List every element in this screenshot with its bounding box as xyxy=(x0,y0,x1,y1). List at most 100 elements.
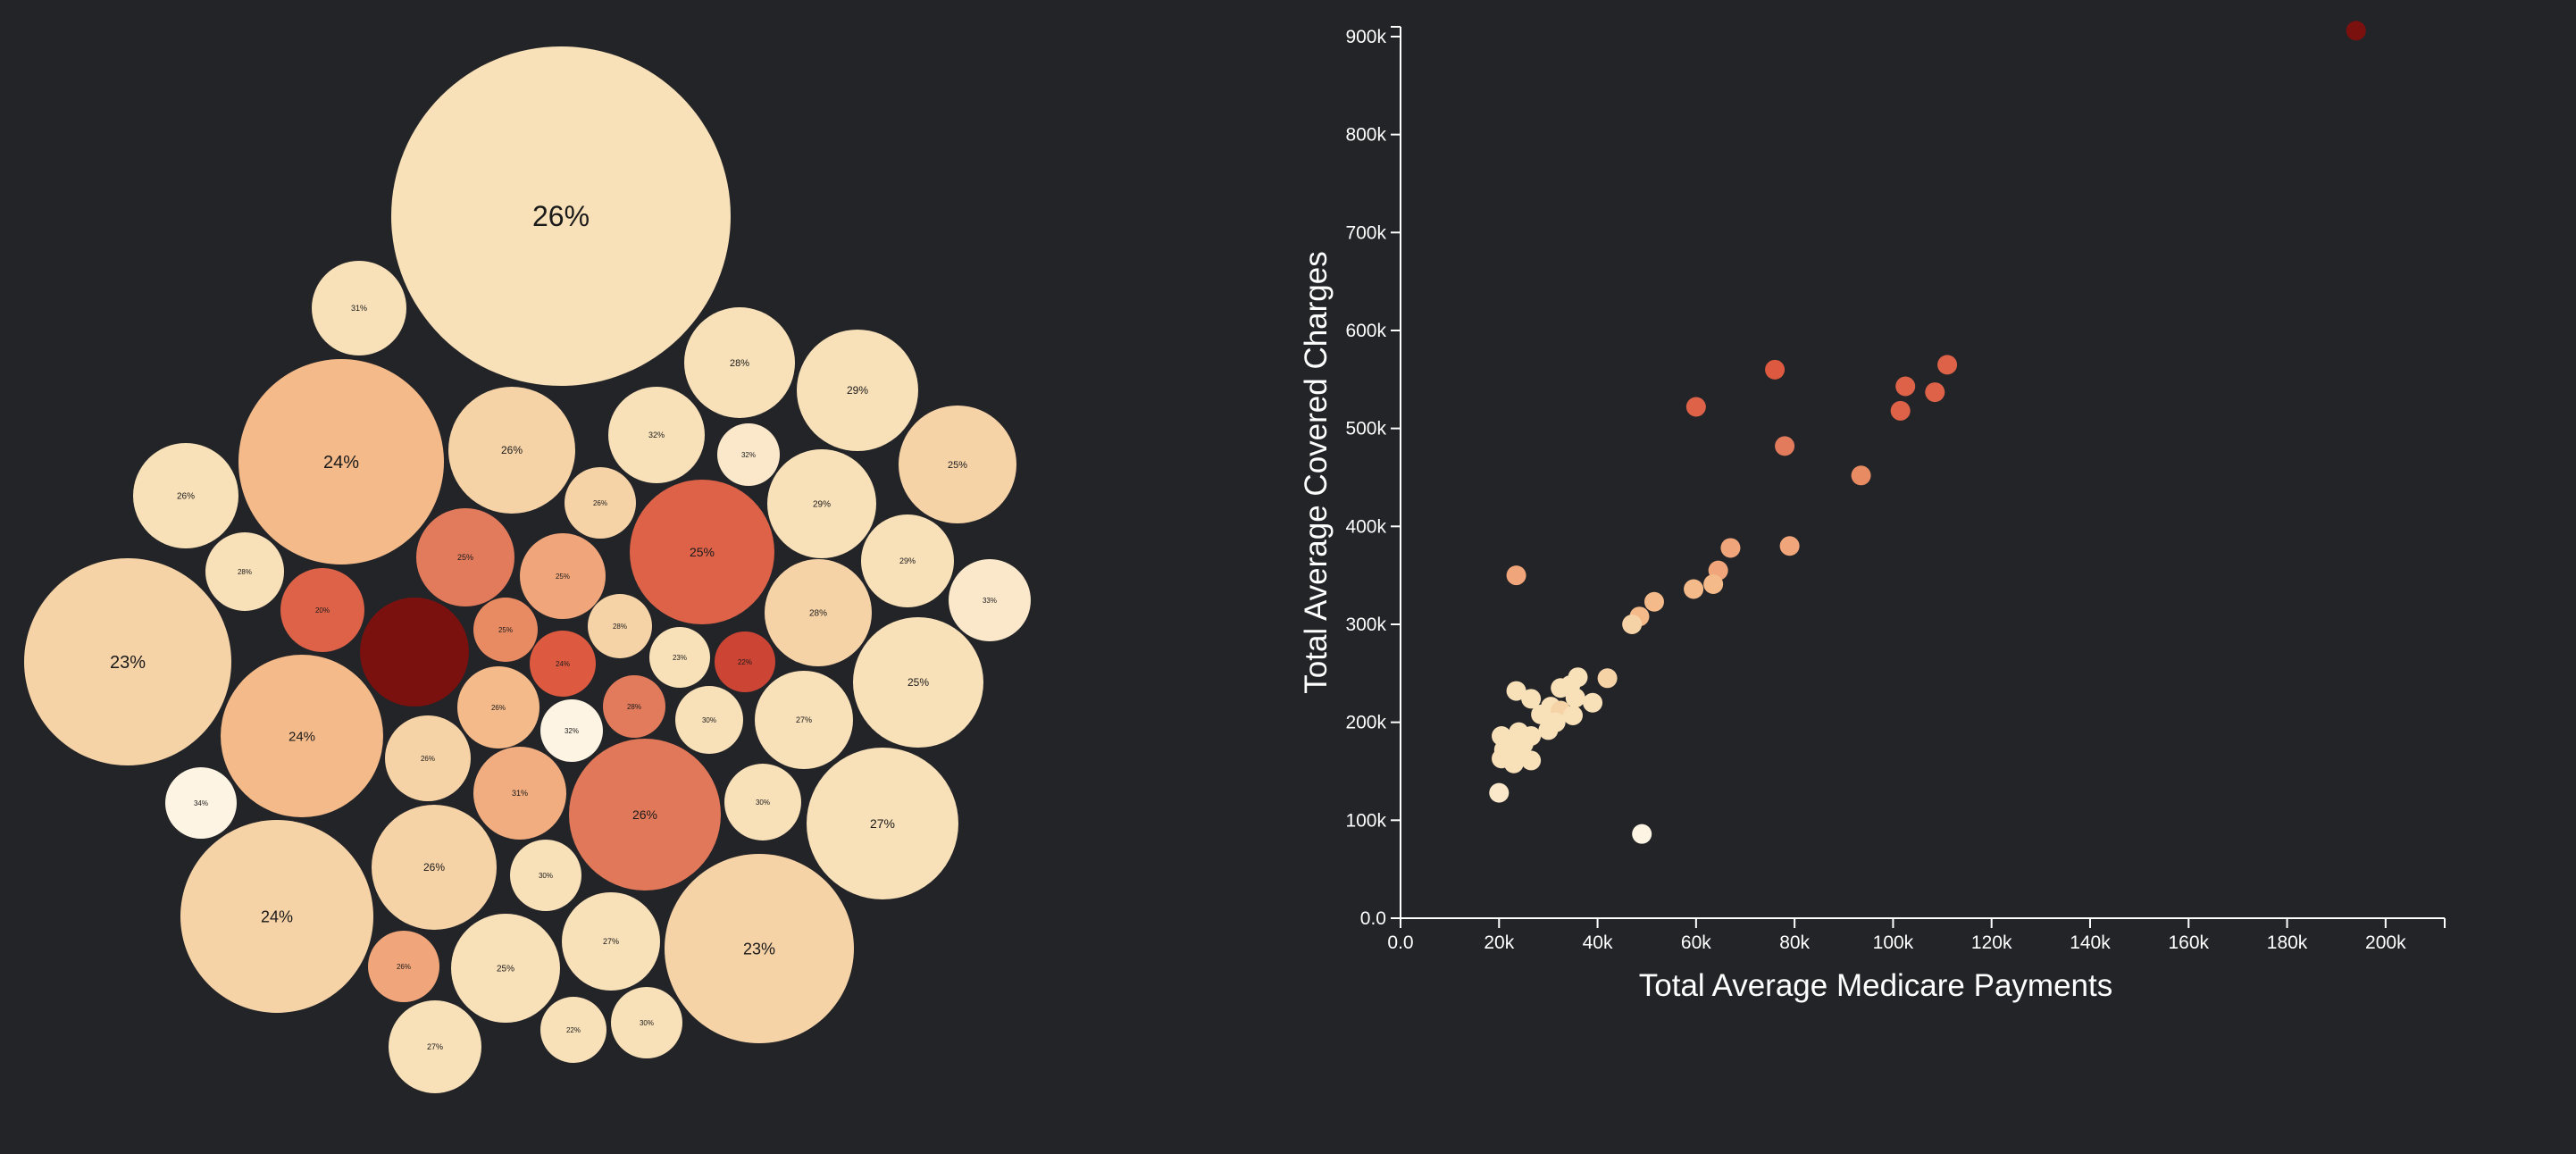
bubble[interactable]: 26% xyxy=(372,805,497,930)
scatter-point[interactable] xyxy=(1765,359,1786,380)
scatter-point[interactable] xyxy=(1506,681,1526,701)
bubble[interactable]: 28% xyxy=(588,594,652,658)
bubble-circle xyxy=(205,532,284,611)
scatter-point[interactable] xyxy=(1779,536,1800,556)
bubble[interactable]: 26% xyxy=(448,387,575,514)
bubble[interactable]: 27% xyxy=(389,1000,481,1093)
bubble[interactable]: 34% xyxy=(165,767,237,839)
scatter-point[interactable] xyxy=(1851,465,1871,486)
bubble[interactable]: 28% xyxy=(765,559,872,666)
bubble[interactable]: 25% xyxy=(473,598,538,662)
bubble[interactable]: 30% xyxy=(724,764,801,840)
scatter-point[interactable] xyxy=(1925,382,1945,403)
y-tick-label: 300k xyxy=(1345,615,1386,635)
bubble[interactable]: 32% xyxy=(540,699,603,762)
bubble-label: 22% xyxy=(738,658,752,666)
bubble[interactable]: 23% xyxy=(665,854,854,1043)
bubble[interactable]: 26% xyxy=(385,715,471,801)
bubble[interactable]: 32% xyxy=(717,423,780,486)
y-tick-label: 600k xyxy=(1345,321,1386,341)
bubble[interactable]: 26% xyxy=(569,739,721,891)
bubble[interactable]: 30% xyxy=(510,840,581,911)
bubble[interactable]: 28% xyxy=(205,532,284,611)
bubble[interactable]: 22% xyxy=(715,631,775,692)
bubble-circle xyxy=(372,805,497,930)
bubble[interactable]: 25% xyxy=(630,480,774,624)
bubble[interactable]: 22% xyxy=(540,997,606,1063)
scatter-point[interactable] xyxy=(1890,400,1911,421)
bubble[interactable]: 29% xyxy=(767,449,876,558)
bubble[interactable]: 28% xyxy=(684,307,795,418)
bubble[interactable]: 27% xyxy=(755,671,853,769)
scatter-point[interactable] xyxy=(1531,704,1551,724)
bubble[interactable]: 24% xyxy=(221,655,383,817)
scatter-point[interactable] xyxy=(1565,688,1585,708)
scatter-point[interactable] xyxy=(1622,614,1643,634)
scatter-point[interactable] xyxy=(1562,705,1583,725)
bubble[interactable]: 24% xyxy=(180,820,373,1013)
bubble[interactable]: 33% xyxy=(949,559,1031,641)
bubble-circle xyxy=(451,914,560,1023)
bubble-label: 25% xyxy=(457,553,473,562)
bubble-circle xyxy=(238,359,444,564)
bubble[interactable]: 25% xyxy=(416,508,514,606)
scatter-point[interactable] xyxy=(1521,689,1542,709)
x-tick-label: 140k xyxy=(2070,932,2111,953)
bubble-label: 24% xyxy=(261,907,293,925)
y-tick-label: 900k xyxy=(1345,27,1386,47)
bubble[interactable]: 26% xyxy=(133,443,238,548)
bubble[interactable] xyxy=(360,598,469,707)
bubble[interactable]: 26% xyxy=(565,467,636,539)
bubble[interactable]: 27% xyxy=(562,892,660,991)
scatter-point[interactable] xyxy=(1775,436,1795,456)
scatter-point[interactable] xyxy=(1551,678,1571,698)
scatter-point[interactable] xyxy=(1895,376,1916,397)
bubble[interactable]: 28% xyxy=(603,675,665,738)
scatter-point[interactable] xyxy=(2346,21,2366,41)
bubble[interactable]: 29% xyxy=(797,330,918,451)
bubble-label: 27% xyxy=(427,1042,443,1051)
bubble[interactable]: 26% xyxy=(457,666,539,748)
bubble-label: 26% xyxy=(593,499,607,507)
bubble[interactable]: 24% xyxy=(238,359,444,564)
scatter-point[interactable] xyxy=(1521,750,1542,771)
scatter-points xyxy=(1489,21,2366,844)
bubble[interactable]: 26% xyxy=(368,931,439,1002)
scatter-point[interactable] xyxy=(1720,538,1741,558)
scatter-point[interactable] xyxy=(1503,753,1524,774)
x-tick-label: 200k xyxy=(2365,932,2406,953)
bubble-label: 29% xyxy=(899,556,916,565)
bubble[interactable]: 32% xyxy=(608,387,705,483)
scatter-point[interactable] xyxy=(1597,668,1618,689)
scatter-point[interactable] xyxy=(1506,565,1526,586)
bubble[interactable]: 26% xyxy=(391,46,731,386)
bubble-circle xyxy=(510,840,581,911)
bubble[interactable]: 25% xyxy=(451,914,560,1023)
bubble[interactable]: 25% xyxy=(853,617,983,748)
bubble[interactable]: 29% xyxy=(861,514,954,607)
scatter-point[interactable] xyxy=(1684,579,1704,599)
bubble[interactable]: 31% xyxy=(473,747,566,840)
bubble-circle xyxy=(588,594,652,658)
bubble-label: 22% xyxy=(566,1026,581,1034)
bubble[interactable]: 23% xyxy=(649,627,710,688)
bubble[interactable]: 20% xyxy=(280,568,364,652)
scatter-point[interactable] xyxy=(1632,824,1652,844)
bubble[interactable]: 31% xyxy=(312,261,406,355)
bubble[interactable]: 30% xyxy=(675,686,743,754)
scatter-point[interactable] xyxy=(1643,591,1664,612)
bubble[interactable]: 24% xyxy=(530,631,596,697)
scatter-point[interactable] xyxy=(1685,397,1706,417)
scatter-point[interactable] xyxy=(1583,692,1603,713)
bubble[interactable]: 30% xyxy=(611,987,682,1058)
bubble[interactable]: 25% xyxy=(899,406,1016,523)
scatter-point[interactable] xyxy=(1538,720,1559,740)
bubble-circle xyxy=(473,747,566,840)
bubble-circle xyxy=(385,715,471,801)
scatter-point[interactable] xyxy=(1937,355,1958,375)
scatter-point[interactable] xyxy=(1703,574,1724,595)
bubble[interactable]: 23% xyxy=(24,558,231,765)
bubble[interactable]: 25% xyxy=(520,533,606,619)
bubble[interactable]: 27% xyxy=(807,748,958,899)
scatter-point[interactable] xyxy=(1489,782,1510,803)
